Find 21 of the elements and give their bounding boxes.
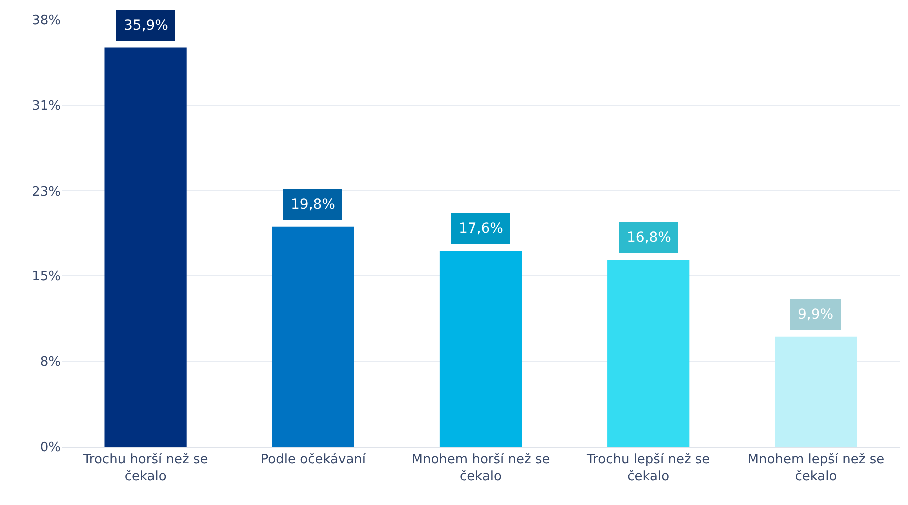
y-tick-label: 8% — [40, 354, 61, 370]
y-tick-label: 31% — [32, 99, 61, 114]
x-tick-label: Trochu horší než se čekalo — [82, 452, 208, 484]
bar — [608, 260, 690, 447]
y-tick-label: 0% — [40, 440, 61, 456]
bar — [775, 336, 858, 447]
x-tick-label: Podle očekávaní — [260, 452, 366, 468]
data-label: 16,8% — [627, 230, 672, 246]
data-label: 17,6% — [459, 221, 504, 237]
x-tick-label: Mnohem lepší než se čekalo — [748, 452, 885, 484]
bar — [272, 226, 354, 447]
x-tick-label: Trochu lepší než se čekalo — [586, 452, 710, 484]
data-label: 19,8% — [291, 197, 336, 213]
data-label: 9,9% — [798, 307, 834, 323]
y-tick-label: 23% — [32, 184, 61, 200]
x-tick-label: Mnohem horší než se čekalo — [412, 452, 550, 484]
bar — [104, 48, 187, 447]
y-tick-label: 38% — [32, 14, 61, 29]
data-label: 35,9% — [124, 18, 168, 34]
y-tick-label: 15% — [32, 269, 61, 284]
bar — [440, 251, 522, 447]
